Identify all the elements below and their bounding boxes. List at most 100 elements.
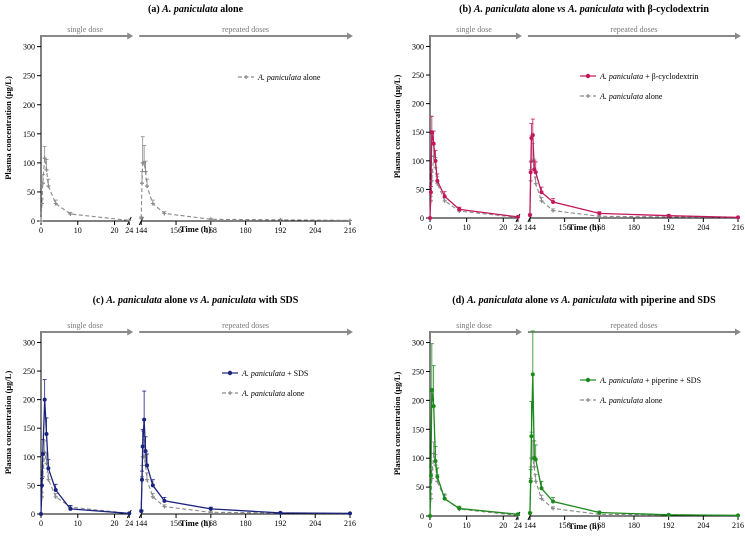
x-tick-label: 156 xyxy=(559,521,571,530)
single-dose-label: single dose xyxy=(67,321,103,330)
data-point xyxy=(53,487,58,492)
data-point xyxy=(530,372,535,377)
x-tick-label: 192 xyxy=(274,226,286,235)
data-point xyxy=(40,451,45,456)
data-point xyxy=(39,512,43,516)
x-tick-label: 180 xyxy=(628,223,640,232)
x-tick-label: 204 xyxy=(309,226,321,235)
repeated-dose-arrowhead xyxy=(347,32,353,40)
data-point xyxy=(433,158,438,163)
single-dose-arrowhead xyxy=(515,32,522,40)
legend-label: A. paniculata alone xyxy=(257,73,321,82)
data-point xyxy=(551,199,556,204)
legend-marker xyxy=(585,73,591,79)
data-point xyxy=(736,513,740,518)
data-point xyxy=(208,217,213,222)
data-point xyxy=(145,184,150,189)
x-tick-label: 10 xyxy=(463,223,471,232)
data-point xyxy=(736,215,740,220)
data-point xyxy=(127,511,132,516)
data-point xyxy=(530,133,535,138)
legend-label: A. paniculata + SDS xyxy=(241,369,308,378)
x-tick-label: 204 xyxy=(697,521,709,530)
data-point xyxy=(348,218,352,223)
repeated-dose-arrowhead xyxy=(735,328,741,336)
data-point xyxy=(39,201,44,206)
series-sds xyxy=(39,379,352,516)
data-point xyxy=(150,483,155,488)
x-tick-label: 144 xyxy=(135,226,147,235)
data-point xyxy=(127,218,132,223)
single-dose-label: single dose xyxy=(67,25,103,34)
data-point xyxy=(278,217,283,222)
data-point xyxy=(539,190,544,195)
data-point xyxy=(442,194,447,199)
y-tick-label: 250 xyxy=(412,71,424,80)
x-tick-label: 0 xyxy=(428,521,432,530)
chart-title: (a) A. paniculata alone xyxy=(148,4,244,15)
repeated-dose-arrowhead xyxy=(347,328,353,336)
data-point xyxy=(150,494,155,499)
data-point xyxy=(145,477,150,482)
data-point xyxy=(533,479,538,484)
x-tick-label: 144 xyxy=(524,521,536,530)
x-tick-label: 156 xyxy=(559,223,571,232)
single-dose-arrowhead xyxy=(127,328,134,336)
data-point xyxy=(435,178,440,183)
data-point xyxy=(44,167,49,172)
series-line xyxy=(429,453,518,517)
data-point xyxy=(429,387,434,392)
y-tick-label: 200 xyxy=(23,396,35,405)
legend-label: A. paniculata alone xyxy=(599,92,663,101)
x-tick-label: 20 xyxy=(111,519,119,528)
data-point xyxy=(435,474,440,479)
y-tick-label: 0 xyxy=(420,512,424,521)
x-tick-label: 24 xyxy=(514,521,522,530)
data-point xyxy=(39,219,43,223)
chart-panel-1: (a) A. paniculata alone05010015020025030… xyxy=(3,4,356,235)
chart-panel-4: (d) A. paniculata alone vs A. paniculata… xyxy=(392,295,744,531)
legend-item: A. paniculata + SDS xyxy=(222,369,308,378)
series-line xyxy=(529,457,739,516)
series-line xyxy=(529,160,739,218)
legend-marker xyxy=(586,94,590,98)
x-tick-label: 24 xyxy=(125,226,133,235)
data-point xyxy=(44,431,49,436)
x-tick-label: 24 xyxy=(514,223,522,232)
data-point xyxy=(42,397,47,402)
x-tick-label: 20 xyxy=(111,226,119,235)
x-tick-label: 156 xyxy=(170,226,182,235)
legend-marker xyxy=(228,391,232,395)
y-tick-label: 150 xyxy=(23,130,35,139)
chart-title: (c) A. paniculata alone vs A. paniculata… xyxy=(93,295,299,306)
y-tick-label: 0 xyxy=(420,214,424,223)
series-alone xyxy=(39,136,352,223)
y-tick-label: 100 xyxy=(23,159,35,168)
data-point xyxy=(533,170,538,175)
y-axis-label: Plasma concentration (µg/L) xyxy=(392,372,402,476)
y-axis-label: Plasma concentration (µg/L) xyxy=(3,371,13,475)
data-point xyxy=(208,506,213,511)
y-tick-label: 100 xyxy=(23,453,35,462)
data-point xyxy=(39,483,44,488)
y-tick-label: 150 xyxy=(23,424,35,433)
data-point xyxy=(533,181,538,186)
series-line xyxy=(40,158,130,222)
series-alone xyxy=(428,134,740,220)
series-alone xyxy=(39,430,352,516)
data-point xyxy=(539,198,544,203)
series-line xyxy=(140,419,351,515)
data-point xyxy=(551,208,556,213)
data-point xyxy=(515,214,520,219)
x-tick-label: 10 xyxy=(74,519,82,528)
y-tick-label: 0 xyxy=(31,510,35,519)
data-point xyxy=(539,496,544,501)
x-tick-label: 20 xyxy=(499,223,507,232)
y-tick-label: 50 xyxy=(416,483,424,492)
data-point xyxy=(53,494,58,499)
data-point xyxy=(442,198,447,203)
x-tick-label: 168 xyxy=(205,226,217,235)
x-axis-label: Time (h) xyxy=(568,521,599,531)
data-point xyxy=(40,181,45,186)
data-point xyxy=(162,211,167,216)
